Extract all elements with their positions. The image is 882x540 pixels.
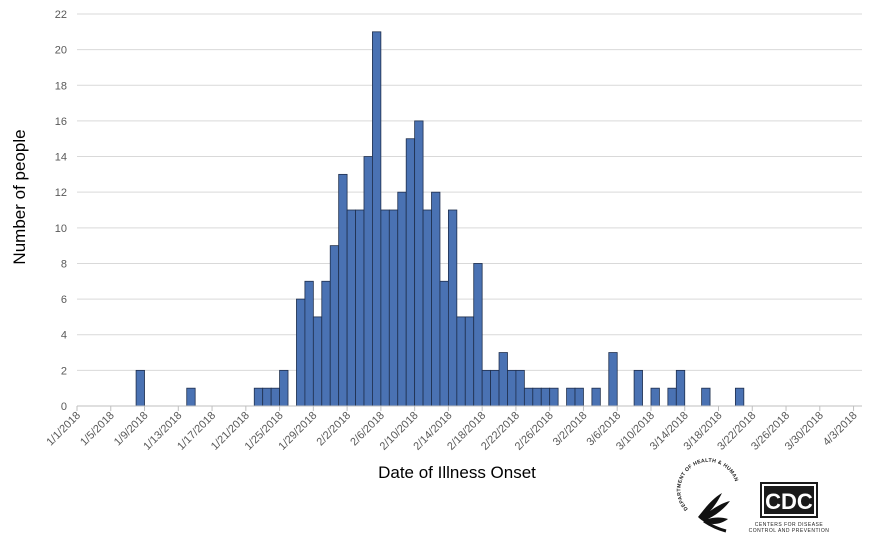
- bar: [667, 387, 677, 407]
- cdc-logo-icon: CDC CENTERS FOR DISEASE CONTROL AND PREV…: [749, 482, 830, 534]
- bar: [262, 387, 272, 407]
- y-tick-label: 6: [61, 294, 67, 306]
- bar: [473, 263, 483, 407]
- bar: [490, 369, 500, 407]
- bar: [431, 191, 441, 407]
- svg-text:CDC: CDC: [765, 489, 813, 514]
- bar: [608, 352, 618, 407]
- bars: [135, 31, 745, 407]
- x-tick-labels: 1/1/20181/5/20181/9/20181/13/20181/17/20…: [44, 410, 859, 453]
- bar: [498, 352, 508, 407]
- y-tick-label: 10: [55, 223, 67, 235]
- bar: [532, 387, 542, 407]
- bar: [701, 387, 711, 407]
- bar: [304, 280, 314, 407]
- y-tick-label: 2: [61, 365, 67, 377]
- svg-text:CENTERS FOR DISEASE: CENTERS FOR DISEASE: [755, 522, 824, 528]
- bar: [566, 387, 576, 407]
- bar: [279, 369, 289, 407]
- bar: [346, 209, 356, 407]
- bar: [523, 387, 534, 407]
- bar: [734, 387, 745, 407]
- svg-text:CONTROL AND PREVENTION: CONTROL AND PREVENTION: [749, 528, 830, 534]
- bar: [481, 369, 492, 407]
- bar: [296, 298, 306, 407]
- bar: [338, 173, 348, 407]
- bar: [329, 245, 340, 407]
- bar: [363, 156, 373, 407]
- y-tick-label: 14: [55, 152, 67, 164]
- bar: [515, 369, 525, 407]
- bar: [456, 316, 466, 407]
- x-tick-label: 1/5/2018: [78, 410, 117, 449]
- bar: [633, 369, 643, 407]
- y-tick-label: 22: [55, 9, 67, 21]
- bar: [507, 369, 517, 407]
- bar: [422, 209, 432, 407]
- y-tick-label: 8: [61, 258, 67, 270]
- bar: [650, 387, 660, 407]
- x-axis: [76, 405, 862, 411]
- x-tick-label: 3/2/2018: [551, 410, 590, 449]
- bar: [414, 120, 424, 407]
- bar: [253, 387, 264, 407]
- bar: [675, 369, 686, 407]
- bar: [380, 209, 390, 407]
- bar: [186, 387, 196, 407]
- y-tick-label: 0: [61, 401, 67, 413]
- y-tick-label: 18: [55, 80, 67, 92]
- bar: [405, 138, 416, 407]
- bar: [439, 280, 449, 407]
- bar: [372, 31, 382, 407]
- y-tick-label: 16: [55, 116, 67, 128]
- x-axis-label: Date of Illness Onset: [378, 463, 536, 482]
- gridlines: [77, 13, 862, 371]
- bar: [591, 387, 601, 407]
- y-axis-label: Number of people: [10, 129, 29, 264]
- y-tick-label: 12: [55, 187, 67, 199]
- x-tick-label: 2/2/2018: [314, 410, 353, 449]
- svg-text:DEPARTMENT OF HEALTH & HUMAN S: DEPARTMENT OF HEALTH & HUMAN SERVICES US…: [676, 458, 739, 512]
- bar: [540, 387, 551, 407]
- x-tick-label: 1/1/2018: [44, 410, 83, 449]
- y-tick-label: 4: [61, 330, 67, 342]
- bar: [464, 316, 475, 407]
- y-tick-labels: 0 2 4 6 8 10 12 14 16 18 20 22: [55, 9, 67, 413]
- bar: [312, 316, 323, 407]
- bar: [397, 191, 407, 407]
- hhs-eagle-seal-icon: DEPARTMENT OF HEALTH & HUMAN SERVICES US…: [676, 458, 739, 533]
- bar: [388, 209, 399, 407]
- bar: [321, 280, 331, 407]
- bar: [270, 387, 280, 407]
- bar: [549, 387, 559, 407]
- bar: [355, 209, 365, 407]
- x-tick-label: 4/3/2018: [821, 410, 860, 449]
- bar: [135, 369, 145, 407]
- bar: [574, 387, 584, 407]
- bar: [447, 209, 458, 407]
- y-tick-label: 20: [55, 45, 67, 57]
